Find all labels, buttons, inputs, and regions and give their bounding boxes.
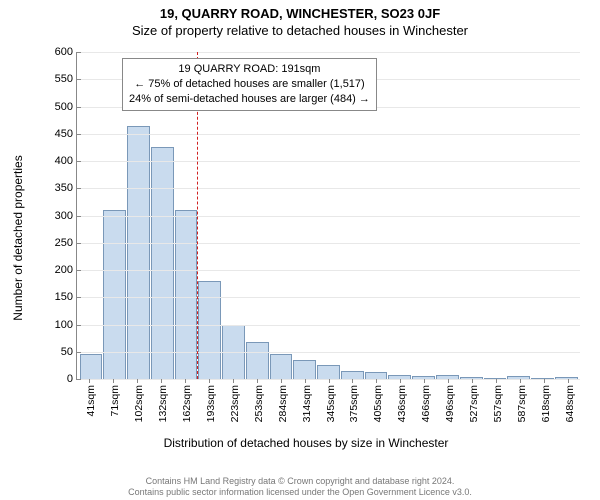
- y-tick-label: 50: [61, 346, 77, 358]
- x-tick-label: 496sqm: [444, 385, 456, 422]
- gridline: [77, 161, 580, 162]
- x-tickmark: [209, 379, 210, 383]
- y-tick-label: 0: [67, 373, 77, 385]
- histogram-bar: [198, 281, 221, 379]
- annotation-line2: ← 75% of detached houses are smaller (1,…: [129, 77, 370, 92]
- x-tickmark: [520, 379, 521, 383]
- x-tick-label: 527sqm: [468, 385, 480, 422]
- x-tickmark: [233, 379, 234, 383]
- x-tickmark: [89, 379, 90, 383]
- gridline: [77, 52, 580, 53]
- x-tickmark: [424, 379, 425, 383]
- y-tick-label: 300: [55, 210, 77, 222]
- histogram-bar: [175, 210, 198, 379]
- y-tick-label: 100: [55, 319, 77, 331]
- x-tick-label: 345sqm: [325, 385, 337, 422]
- x-tick-label: 405sqm: [372, 385, 384, 422]
- y-tick-label: 500: [55, 101, 77, 113]
- x-tickmark: [400, 379, 401, 383]
- x-tick-label: 223sqm: [229, 385, 241, 422]
- gridline: [77, 216, 580, 217]
- x-tick-label: 314sqm: [301, 385, 313, 422]
- footer-attribution: Contains HM Land Registry data © Crown c…: [0, 476, 600, 499]
- gridline: [77, 325, 580, 326]
- x-tickmark: [472, 379, 473, 383]
- gridline: [77, 270, 580, 271]
- histogram-bar: [80, 354, 103, 379]
- x-tick-label: 648sqm: [564, 385, 576, 422]
- x-tick-label: 436sqm: [396, 385, 408, 422]
- x-tick-label: 466sqm: [420, 385, 432, 422]
- x-tickmark: [257, 379, 258, 383]
- x-tickmark: [448, 379, 449, 383]
- x-axis-label: Distribution of detached houses by size …: [164, 436, 449, 450]
- chart-area: Number of detached properties 0501001502…: [28, 48, 584, 428]
- histogram-bar: [151, 147, 174, 379]
- x-tickmark: [544, 379, 545, 383]
- x-tick-label: 253sqm: [253, 385, 265, 422]
- x-tick-label: 557sqm: [492, 385, 504, 422]
- y-tick-label: 550: [55, 73, 77, 85]
- y-tick-label: 400: [55, 155, 77, 167]
- y-axis-label: Number of detached properties: [11, 155, 25, 320]
- y-tick-label: 350: [55, 182, 77, 194]
- gridline: [77, 297, 580, 298]
- chart-title-line1: 19, QUARRY ROAD, WINCHESTER, SO23 0JF: [0, 6, 600, 21]
- chart-title-line2: Size of property relative to detached ho…: [0, 23, 600, 38]
- x-tick-label: 162sqm: [181, 385, 193, 422]
- gridline: [77, 134, 580, 135]
- footer-line1: Contains HM Land Registry data © Crown c…: [0, 476, 600, 487]
- x-tick-label: 132sqm: [157, 385, 169, 422]
- histogram-bar: [317, 365, 340, 379]
- annotation-line3: 24% of semi-detached houses are larger (…: [129, 92, 370, 107]
- y-tick-label: 600: [55, 46, 77, 58]
- x-tickmark: [113, 379, 114, 383]
- annotation-line1: 19 QUARRY ROAD: 191sqm: [129, 62, 370, 77]
- y-tick-label: 250: [55, 237, 77, 249]
- x-tickmark: [161, 379, 162, 383]
- histogram-bar: [246, 342, 269, 379]
- annotation-box: 19 QUARRY ROAD: 191sqm← 75% of detached …: [122, 58, 377, 111]
- histogram-bar: [127, 126, 150, 379]
- plot-region: 05010015020025030035040045050055060041sq…: [76, 52, 580, 380]
- x-tickmark: [185, 379, 186, 383]
- gridline: [77, 188, 580, 189]
- x-tick-label: 375sqm: [348, 385, 360, 422]
- x-tick-label: 71sqm: [109, 385, 121, 417]
- x-tickmark: [137, 379, 138, 383]
- histogram-bar: [103, 210, 126, 379]
- gridline: [77, 243, 580, 244]
- y-tick-label: 200: [55, 264, 77, 276]
- x-tickmark: [305, 379, 306, 383]
- x-tickmark: [329, 379, 330, 383]
- histogram-bar: [270, 354, 293, 379]
- x-tick-label: 618sqm: [540, 385, 552, 422]
- histogram-bar: [293, 360, 316, 379]
- gridline: [77, 352, 580, 353]
- x-tick-label: 193sqm: [205, 385, 217, 422]
- y-tick-label: 450: [55, 128, 77, 140]
- x-tickmark: [568, 379, 569, 383]
- x-tickmark: [352, 379, 353, 383]
- y-tick-label: 150: [55, 291, 77, 303]
- chart-title-block: 19, QUARRY ROAD, WINCHESTER, SO23 0JF Si…: [0, 0, 600, 38]
- x-tick-label: 102sqm: [133, 385, 145, 422]
- x-tickmark: [376, 379, 377, 383]
- histogram-bar: [341, 371, 364, 379]
- x-tickmark: [496, 379, 497, 383]
- x-tick-label: 284sqm: [277, 385, 289, 422]
- footer-line2: Contains public sector information licen…: [0, 487, 600, 498]
- x-tick-label: 587sqm: [516, 385, 528, 422]
- x-tick-label: 41sqm: [85, 385, 97, 417]
- x-tickmark: [281, 379, 282, 383]
